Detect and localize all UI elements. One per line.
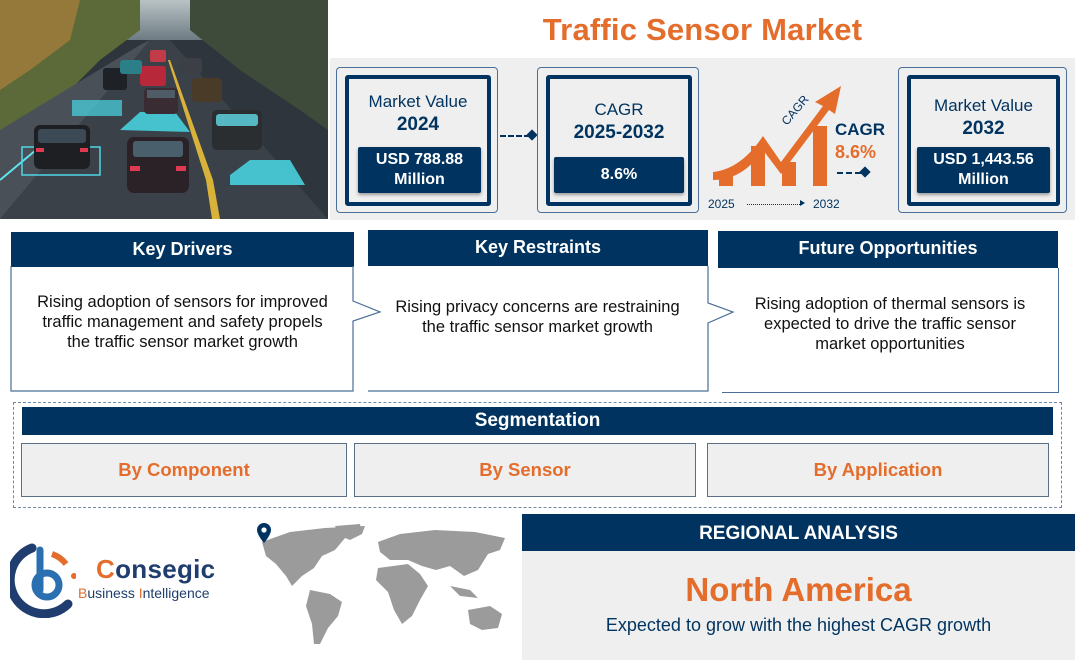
market-value-year: 2032: [962, 118, 1005, 139]
growth-arrow-chart-icon: CAGR: [713, 86, 841, 186]
region-description: Expected to grow with the highest CAGR g…: [605, 615, 992, 635]
dashed-connector: [500, 135, 530, 137]
cagr-value-text: 8.6%: [600, 166, 638, 183]
side-cagr-value: 8.6%: [835, 142, 877, 162]
future-opportunities-text: Rising adoption of thermal sensors is ex…: [754, 295, 1026, 353]
market-value-label: Market Value: [934, 96, 1033, 115]
amount-line-2: Million: [958, 171, 1009, 188]
amount-line-2: Million: [394, 171, 445, 188]
cagr-value: 8.6%: [554, 157, 684, 193]
brand-tagline: Business Intelligence: [78, 585, 210, 601]
segment-by-sensor[interactable]: By Sensor: [354, 443, 696, 497]
dashed-connector: [837, 172, 861, 174]
brand-logo: Consegic Business Intelligence Consegic …: [10, 540, 240, 620]
segmentation-section: [13, 402, 1062, 508]
end-year: 2032: [813, 197, 840, 211]
amount-line-1: USD 788.88: [375, 151, 464, 168]
region-name: North America: [685, 571, 912, 608]
diamond-marker-icon: [859, 166, 871, 178]
key-drivers-text: Rising adoption of sensors for improved …: [37, 293, 328, 351]
market-value-year: 2024: [396, 114, 440, 135]
key-drivers-heading: Key Drivers: [11, 232, 354, 267]
future-opportunities-heading: Future Opportunities: [718, 231, 1058, 268]
key-restraints-heading: Key Restraints: [368, 230, 708, 266]
cagr-growth-graphic: CAGR CAGR 8.6% 2025 2032: [705, 84, 895, 216]
location-pin-icon: [257, 523, 271, 543]
world-map: [250, 520, 512, 650]
key-restraints-text: Rising privacy concerns are restraining …: [395, 298, 680, 336]
timeline-arrow: [747, 204, 802, 205]
regional-analysis-panel: North America Expected to grow with the …: [522, 551, 1075, 660]
key-restraints-callout-border: [368, 266, 735, 392]
traffic-scene-illustration: [0, 0, 328, 219]
market-value-2024-amount: USD 788.88 Million: [358, 147, 481, 193]
side-cagr-label: CAGR: [835, 120, 886, 139]
arrow-cagr-label: CAGR: [779, 92, 812, 128]
key-drivers-callout-border: [10, 266, 382, 392]
cagr-period: 2025-2032: [573, 122, 665, 143]
page-title: Traffic Sensor Market: [542, 12, 863, 47]
start-year: 2025: [708, 197, 735, 211]
world-map-graphic: [262, 524, 505, 644]
brand-name: Consegic: [96, 554, 216, 584]
hero-traffic-image: [0, 0, 328, 219]
segment-by-component[interactable]: By Component: [21, 443, 347, 497]
cagr-card: CAGR 2025-2032 8.6%: [537, 67, 699, 213]
market-value-2024-card: Market Value 2024 USD 788.88 Million: [336, 67, 498, 213]
regional-analysis-heading: REGIONAL ANALYSIS: [522, 514, 1075, 551]
cagr-label: CAGR: [594, 100, 644, 119]
market-value-2032-card: Market Value 2032 USD 1,443.56 Million: [898, 67, 1067, 213]
market-value-label: Market Value: [368, 92, 468, 111]
timeline-arrowhead-icon: [800, 200, 805, 206]
future-opportunities-panel: [722, 268, 1059, 393]
segment-by-application[interactable]: By Application: [707, 443, 1049, 497]
consegic-logo-icon: [10, 543, 76, 618]
amount-line-1: USD 1,443.56: [933, 151, 1034, 168]
segmentation-heading: Segmentation: [22, 407, 1053, 435]
market-value-2032-amount: USD 1,443.56 Million: [917, 147, 1050, 193]
brand-name-rest: onsegic: [115, 554, 216, 584]
